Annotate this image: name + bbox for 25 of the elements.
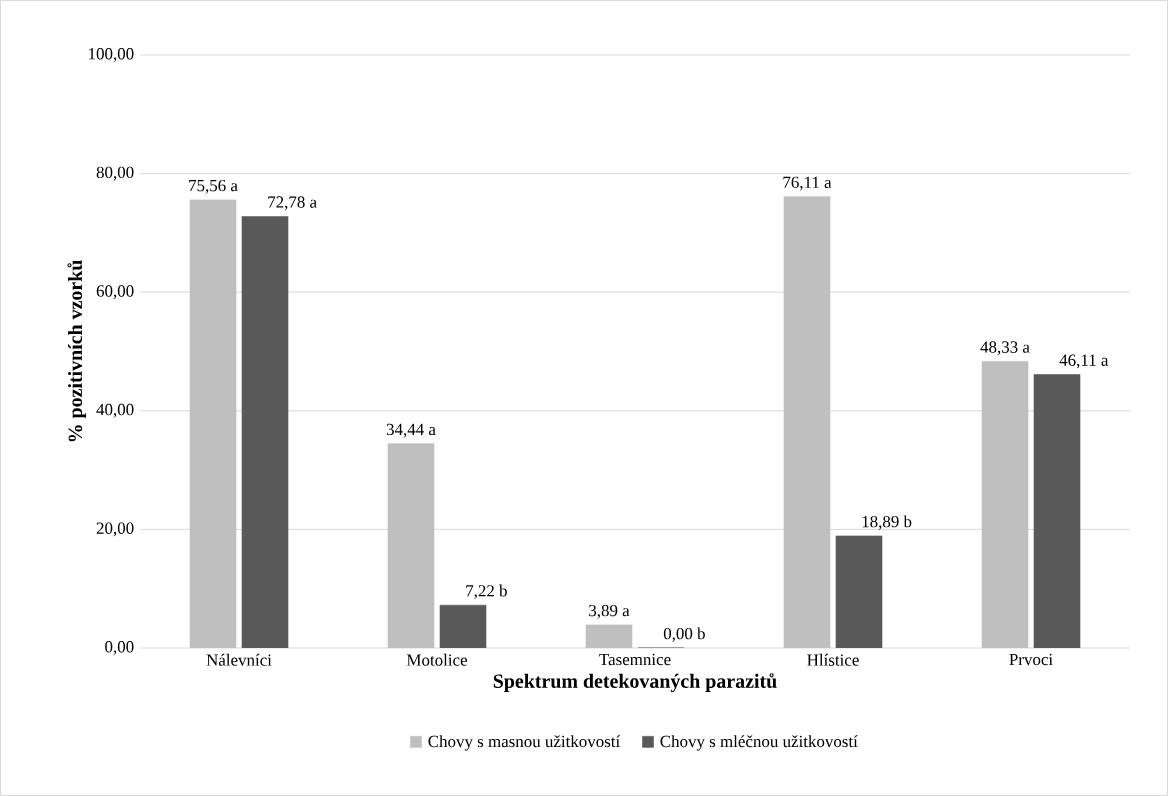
y-tick-label: 80,00 (96, 166, 134, 181)
x-tick-label: Motolice (406, 653, 468, 666)
data-label: 18,89 b (862, 515, 912, 530)
y-tick-label: 40,00 (96, 403, 134, 418)
legend-label: Chovy s masnou užitkovostí (428, 735, 621, 751)
data-label: 75,56 a (189, 179, 238, 194)
data-label: 76,11 a (783, 176, 832, 191)
x-tick-label: Nálevníci (206, 653, 272, 666)
y-tick-label: 20,00 (96, 522, 134, 537)
data-label: 3,89 a (589, 604, 630, 619)
y-tick-label: 100,00 (89, 48, 134, 62)
data-label: 72,78 a (268, 196, 317, 211)
data-label: 7,22 b (466, 584, 507, 599)
data-label: 48,33 a (980, 341, 1030, 356)
x-tick-label: Tasemnice (599, 653, 671, 666)
data-label: 34,44 a (386, 423, 436, 438)
y-tick-label: 0,00 (105, 641, 134, 655)
y-tick-label: 60,00 (96, 285, 134, 300)
y-axis-title: % pozitivních vzorků (67, 260, 87, 442)
data-label: 46,11 a (1059, 354, 1109, 369)
data-label: 0,00 b (663, 627, 705, 642)
x-tick-label: Hlístice (807, 653, 859, 666)
x-tick-label: Prvoci (1009, 653, 1053, 666)
legend-label: Chovy s mléčnou užitkovostí (660, 735, 858, 751)
x-axis-title: Spektrum detekovaných parazitů (493, 673, 777, 692)
